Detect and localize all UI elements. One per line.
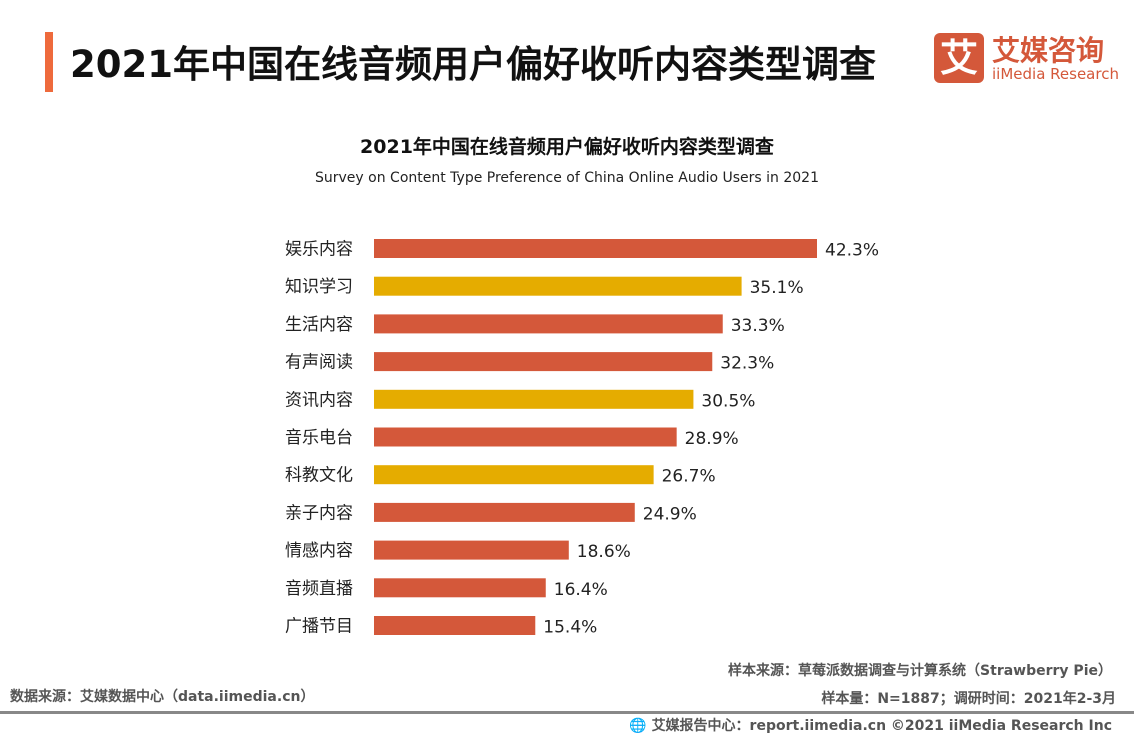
category-label: 资讯内容 — [285, 390, 353, 410]
bar — [374, 389, 694, 409]
bar — [374, 314, 723, 334]
bar — [374, 502, 635, 522]
data-label: 26.7% — [662, 467, 716, 487]
chart-subtitle: Survey on Content Type Preference of Chi… — [315, 170, 819, 186]
logo-mark: 艾 — [934, 33, 984, 83]
data-label: 24.9% — [643, 504, 697, 524]
logo-name-en: iiMedia Research — [992, 65, 1119, 83]
data-label: 33.3% — [731, 316, 785, 336]
sample-source: 样本来源：草莓派数据调查与计算系统（Strawberry Pie） — [728, 663, 1112, 679]
data-label: 15.4% — [543, 618, 597, 638]
bar — [374, 540, 569, 560]
data-label: 28.9% — [685, 429, 739, 449]
data-label: 30.5% — [701, 391, 755, 411]
logo-name-cn: 艾媒咨询 — [992, 34, 1105, 67]
footer-divider — [0, 711, 1134, 714]
data-source: 数据来源：艾媒数据中心（data.iimedia.cn） — [10, 689, 315, 705]
chart-title: 2021年中国在线音频用户偏好收听内容类型调查 — [360, 136, 774, 158]
bar — [374, 239, 817, 258]
bar — [374, 276, 742, 296]
report-text: 艾媒报告中心：report.iimedia.cn ©2021 iiMedia R… — [651, 718, 1112, 734]
data-label: 42.3% — [825, 241, 879, 261]
category-label: 音乐电台 — [285, 428, 353, 448]
report-credit: 🌐 艾媒报告中心：report.iimedia.cn ©2021 iiMedia… — [629, 715, 1112, 735]
bar — [374, 352, 713, 372]
category-label: 情感内容 — [285, 541, 353, 561]
data-label: 35.1% — [750, 278, 804, 298]
data-label: 18.6% — [577, 542, 631, 562]
category-label: 生活内容 — [285, 315, 353, 335]
globe-icon: 🌐 — [629, 718, 647, 734]
category-label: 广播节目 — [285, 617, 353, 637]
category-label: 娱乐内容 — [285, 240, 353, 260]
category-label: 有声阅读 — [285, 353, 353, 373]
bar — [374, 465, 654, 485]
bar — [374, 427, 677, 447]
category-label: 知识学习 — [285, 277, 353, 297]
category-label: 亲子内容 — [285, 503, 353, 523]
page-title: 2021年中国在线音频用户偏好收听内容类型调查 — [70, 43, 876, 86]
data-label: 32.3% — [720, 354, 774, 374]
title-accent-bar — [45, 32, 53, 92]
category-label: 科教文化 — [285, 466, 353, 486]
bar — [374, 616, 536, 635]
sample-info: 样本量：N=1887；调研时间：2021年2-3月 — [821, 691, 1116, 707]
data-label: 16.4% — [554, 580, 608, 600]
bar — [374, 578, 546, 598]
category-label: 音频直播 — [285, 579, 353, 599]
logo: 艾 艾媒咨询 iiMedia Research — [934, 33, 1119, 85]
